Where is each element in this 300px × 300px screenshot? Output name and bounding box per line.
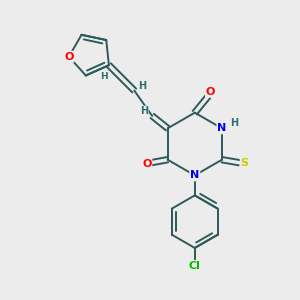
Text: N: N — [190, 170, 200, 180]
Text: H: H — [139, 81, 147, 91]
Text: S: S — [241, 158, 249, 168]
Text: N: N — [217, 123, 226, 134]
Text: O: O — [142, 159, 152, 169]
Text: O: O — [64, 52, 74, 62]
Text: H: H — [230, 118, 238, 128]
Text: H: H — [100, 72, 107, 81]
Text: H: H — [140, 106, 148, 116]
Text: O: O — [206, 87, 215, 97]
Text: Cl: Cl — [189, 261, 201, 271]
